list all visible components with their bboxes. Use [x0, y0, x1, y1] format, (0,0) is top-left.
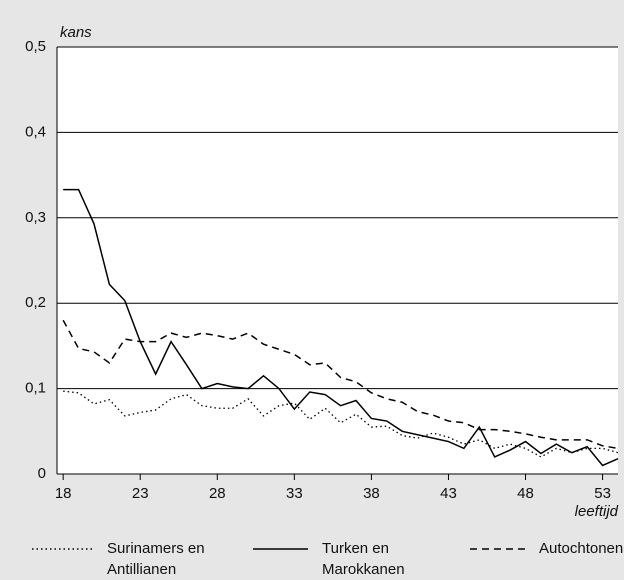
series-line: [62, 319, 619, 450]
y-tick-label: 0,4: [25, 123, 46, 140]
x-tick-label: 53: [594, 485, 611, 502]
x-tick-label: 28: [209, 485, 226, 502]
x-tick-label: 48: [517, 485, 534, 502]
y-tick-label: 0,5: [25, 38, 46, 55]
legend-label: Autochtonen: [539, 540, 624, 557]
plot-area: [57, 47, 618, 474]
y-tick-label: 0,1: [25, 380, 46, 397]
legend-label: Turken en Marokkanen: [322, 540, 405, 578]
x-axis-label: leeftijd: [575, 503, 619, 520]
y-axis-label: kans: [60, 24, 92, 41]
x-tick-label: 43: [440, 485, 457, 502]
x-tick-label: 38: [363, 485, 380, 502]
x-tick-label: 33: [286, 485, 303, 502]
chart: kans leeftijd 0 0,1 0,2 0,3 0,4 0,5 18 23 28 33 38…: [25, 24, 619, 520]
legend-label: Surinamers en Antillianen: [107, 540, 205, 578]
series-line: [63, 188, 619, 467]
series-line: [63, 390, 619, 458]
y-tick-label: 0,3: [25, 209, 46, 226]
x-tick-label: 23: [132, 485, 149, 502]
y-tick-label: 0,2: [25, 294, 46, 311]
x-tick-label: 18: [55, 485, 72, 502]
y-tick-label: 0: [38, 465, 46, 482]
